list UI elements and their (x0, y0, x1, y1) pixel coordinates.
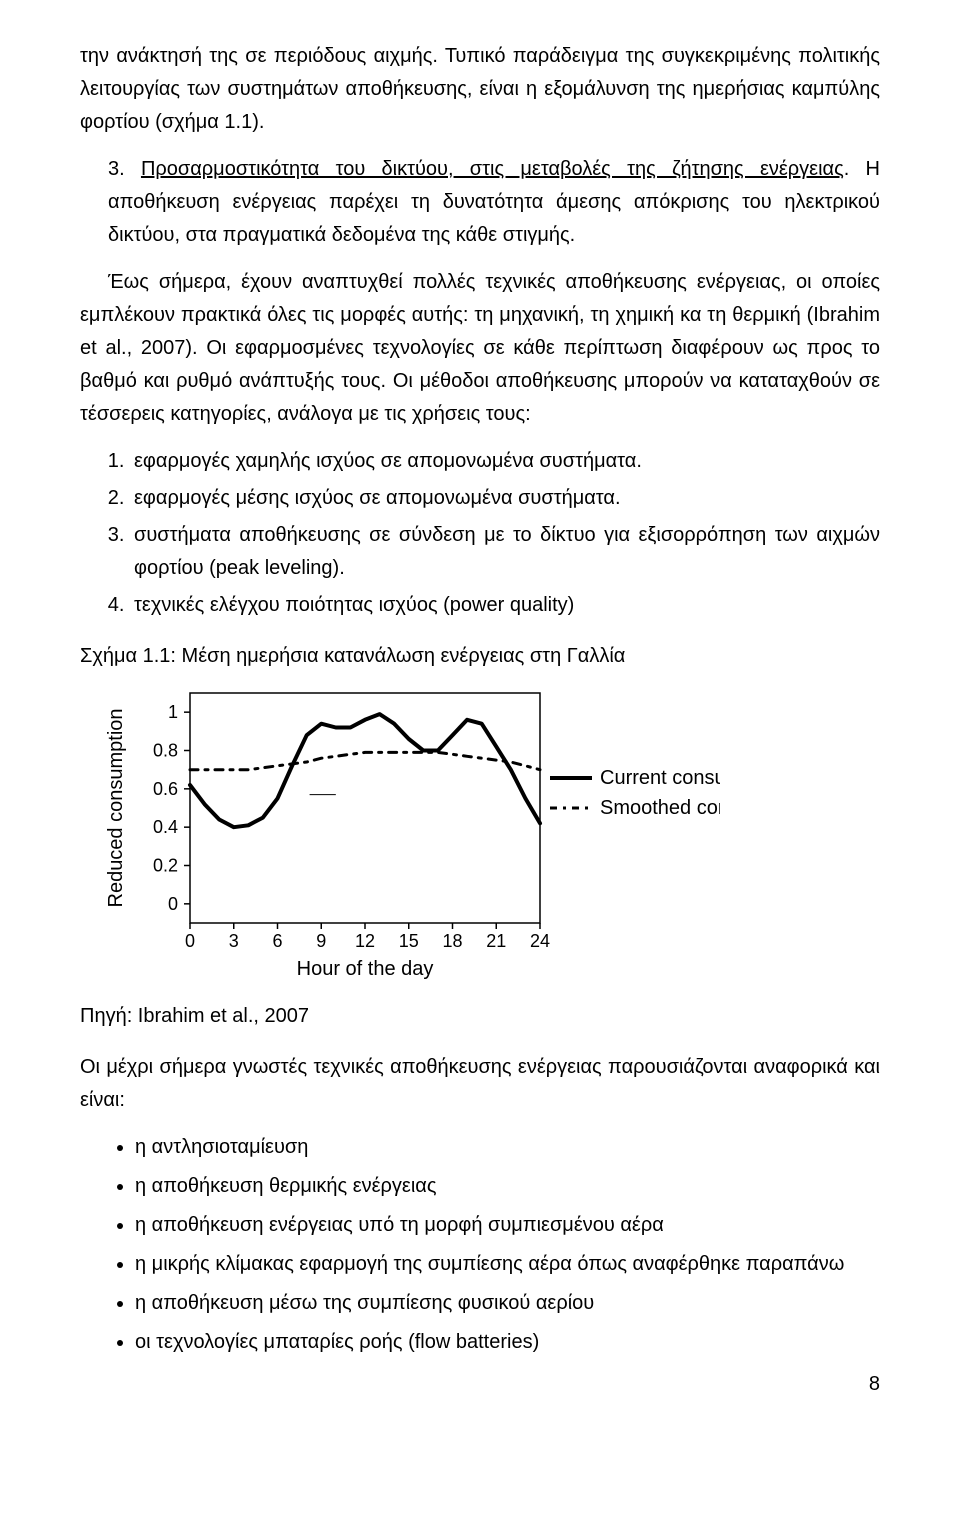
figure-source: Πηγή: Ibrahim et al., 2007 (80, 1000, 880, 1033)
text: η αποθήκευση θερμικής ενέργειας (135, 1175, 436, 1197)
paragraph-storagetech: Οι μέχρι σήμερα γνωστές τεχνικές αποθήκε… (80, 1051, 880, 1117)
svg-text:0.6: 0.6 (153, 779, 178, 799)
ordered-list-categories: εφαρμογές χαμηλής ισχύος σε απομονωμένα … (80, 445, 880, 622)
text: 8 (869, 1373, 880, 1395)
text: η αποθήκευση ενέργειας υπό τη μορφή συμπ… (135, 1214, 664, 1236)
svg-text:24: 24 (530, 931, 550, 951)
list-item: η αντλησιοταμίευση (135, 1131, 880, 1164)
text: την ανάκτησή της σε περιόδους αιχμής. Τυ… (80, 45, 880, 133)
item3-leadin: 3. (108, 158, 141, 180)
text: η μικρής κλίμακας εφαρμογή της συμπίεσης… (135, 1253, 844, 1275)
text: τεχνικές ελέγχου ποιότητας ισχύος (power… (134, 594, 574, 616)
svg-text:Current consumption: Current consumption (600, 767, 720, 789)
svg-text:0.2: 0.2 (153, 856, 178, 876)
list-item: εφαρμογές μέσης ισχύος σε απομονωμένα συ… (130, 482, 880, 515)
svg-text:21: 21 (486, 931, 506, 951)
svg-text:0.4: 0.4 (153, 817, 178, 837)
svg-text:Hour of the day: Hour of the day (297, 958, 434, 980)
list-item: τεχνικές ελέγχου ποιότητας ισχύος (power… (130, 589, 880, 622)
text: συστήματα αποθήκευσης σε σύνδεση με το δ… (134, 524, 880, 579)
svg-text:9: 9 (316, 931, 326, 951)
page-number: 8 (869, 1368, 880, 1401)
text: εφαρμογές χαμηλής ισχύος σε απομονωμένα … (134, 450, 642, 472)
svg-text:18: 18 (442, 931, 462, 951)
text: Οι μέχρι σήμερα γνωστές τεχνικές αποθήκε… (80, 1056, 880, 1111)
text: Πηγή: Ibrahim et al., 2007 (80, 1005, 309, 1027)
list-item: συστήματα αποθήκευσης σε σύνδεση με το δ… (130, 519, 880, 585)
text: η αποθήκευση μέσω της συμπίεσης φυσικού … (135, 1292, 594, 1314)
item3-underline: Προσαρμοστικότητα του δικτύου, στις μετα… (141, 158, 844, 180)
chart-container: 0 3 6 9 12 15 18 21 24 0 0.2 0.4 0.6 0.8 1 Hour of the … (80, 683, 720, 994)
text: οι τεχνολογίες μπαταρίες ροής (flow batt… (135, 1331, 539, 1353)
svg-text:0: 0 (185, 931, 195, 951)
text: η αντλησιοταμίευση (135, 1136, 308, 1158)
svg-text:Reduced consumption: Reduced consumption (105, 708, 127, 907)
svg-text:Smoothed consumption: Smoothed consumption (600, 797, 720, 819)
svg-text:12: 12 (355, 931, 375, 951)
figure-caption: Σχήμα 1.1: Μέση ημερήσια κατανάλωση ενέρ… (80, 640, 880, 673)
svg-text:1: 1 (168, 702, 178, 722)
list-item: η αποθήκευση θερμικής ενέργειας (135, 1170, 880, 1203)
paragraph-continuation: την ανάκτησή της σε περιόδους αιχμής. Τυ… (80, 40, 880, 139)
page-root: την ανάκτησή της σε περιόδους αιχμής. Τυ… (0, 0, 960, 1419)
svg-text:15: 15 (399, 931, 419, 951)
text: Σχήμα 1.1: Μέση ημερήσια κατανάλωση ενέρ… (80, 645, 625, 667)
text: εφαρμογές μέσης ισχύος σε απομονωμένα συ… (134, 487, 621, 509)
paragraph-techniques: Έως σήμερα, έχουν αναπτυχθεί πολλές τεχν… (80, 266, 880, 431)
list-item: εφαρμογές χαμηλής ισχύος σε απομονωμένα … (130, 445, 880, 478)
numbered-item-3: 3. Προσαρμοστικότητα του δικτύου, στις μ… (80, 153, 880, 252)
text: Έως σήμερα, έχουν αναπτυχθεί πολλές τεχν… (80, 271, 880, 425)
svg-text:3: 3 (229, 931, 239, 951)
line-chart: 0 3 6 9 12 15 18 21 24 0 0.2 0.4 0.6 0.8 1 Hour of the … (80, 683, 720, 983)
bullet-list-techniques: η αντλησιοταμίευση η αποθήκευση θερμικής… (80, 1131, 880, 1359)
list-item: η αποθήκευση ενέργειας υπό τη μορφή συμπ… (135, 1209, 880, 1242)
list-item: η μικρής κλίμακας εφαρμογή της συμπίεσης… (135, 1248, 880, 1281)
svg-text:0.8: 0.8 (153, 741, 178, 761)
svg-text:6: 6 (272, 931, 282, 951)
list-item: η αποθήκευση μέσω της συμπίεσης φυσικού … (135, 1287, 880, 1320)
list-item: οι τεχνολογίες μπαταρίες ροής (flow batt… (135, 1326, 880, 1359)
svg-text:0: 0 (168, 894, 178, 914)
